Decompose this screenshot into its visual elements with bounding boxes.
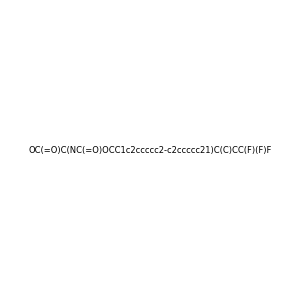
Text: OC(=O)C(NC(=O)OCC1c2ccccc2-c2ccccc21)C(C)CC(F)(F)F: OC(=O)C(NC(=O)OCC1c2ccccc2-c2ccccc21)C(C… [28, 146, 272, 154]
